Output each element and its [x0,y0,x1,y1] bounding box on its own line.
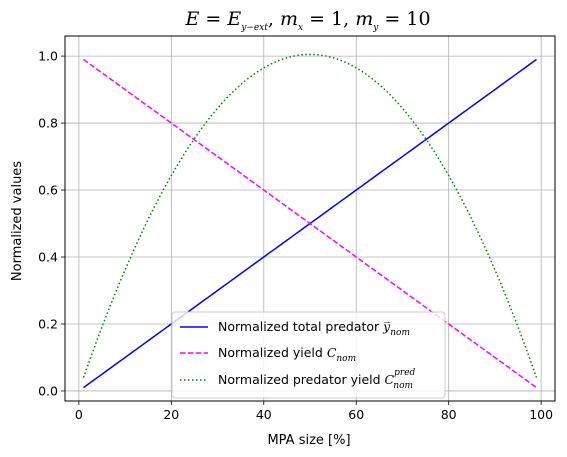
plot-area [82,53,538,389]
x-tick-label: 60 [348,407,364,422]
x-tick-label: 20 [163,407,179,422]
x-axis-label: MPA size [%] [267,433,350,448]
legend-label-total-predator: Normalized total predator y̅nom [218,319,410,338]
axes-frame [64,35,556,402]
legend-label-yield: Normalized yield Cnom [218,345,356,364]
y-tick-label: 0.0 [38,383,58,398]
y-tick-label: 1.0 [38,49,58,64]
legend-label-predator-yield: Normalized predator yield Cpred nom [218,368,416,391]
grid [65,36,555,401]
y-tick-label: 0.6 [38,183,58,198]
chart-title: E = Ey−ext, mx = 1, my = 10 [184,8,430,33]
y-axis-label: Normalized values [10,161,25,281]
y-tick-label: 0.8 [38,116,58,131]
y-tick-label: 0.4 [38,250,58,265]
x-tick-label: 80 [441,407,457,422]
x-tick-label: 0 [75,407,83,422]
y-tick-label: 0.2 [38,316,58,331]
series-line-1 [83,58,537,389]
series-line-2 [82,53,538,378]
x-tick-label: 100 [529,407,553,422]
ticks: 0 20 40 60 80 100 0.0 0.2 0.4 0.6 0.8 1.0 [38,49,553,422]
legend: Normalized total predator y̅nom Normaliz… [171,311,446,399]
legend-box [171,311,446,399]
x-tick-label: 40 [256,407,272,422]
